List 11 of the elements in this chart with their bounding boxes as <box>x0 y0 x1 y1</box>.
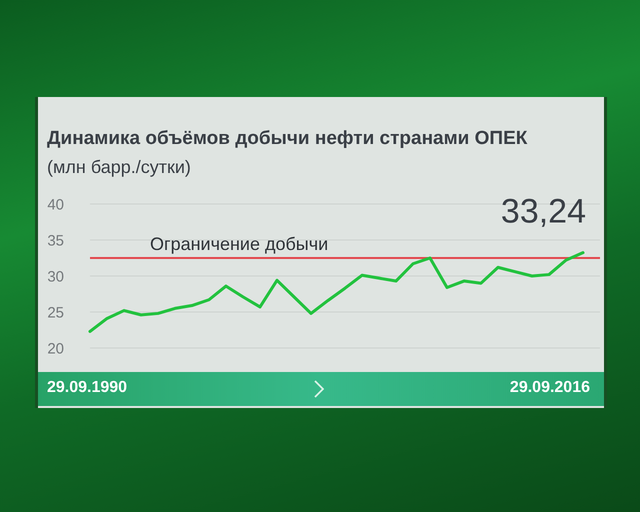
text: 29.09.2016 <box>510 379 590 397</box>
chart-subtitle: (млн барр./сутки) <box>47 157 191 178</box>
chart-title: Динамика объёмов добычи нефти странами ОПЕК <box>47 128 528 150</box>
text: 29.09.1990 <box>47 379 128 397</box>
y-tick-label: 25 <box>47 304 64 322</box>
y-tick-label: 20 <box>47 340 64 358</box>
y-tick-label: 40 <box>47 196 64 214</box>
y-tick-label: 30 <box>47 268 64 286</box>
y-tick-label: 35 <box>47 232 64 250</box>
ref-line-label: Ограничение добычи <box>150 234 328 254</box>
data-label: 33,24 <box>500 192 586 231</box>
